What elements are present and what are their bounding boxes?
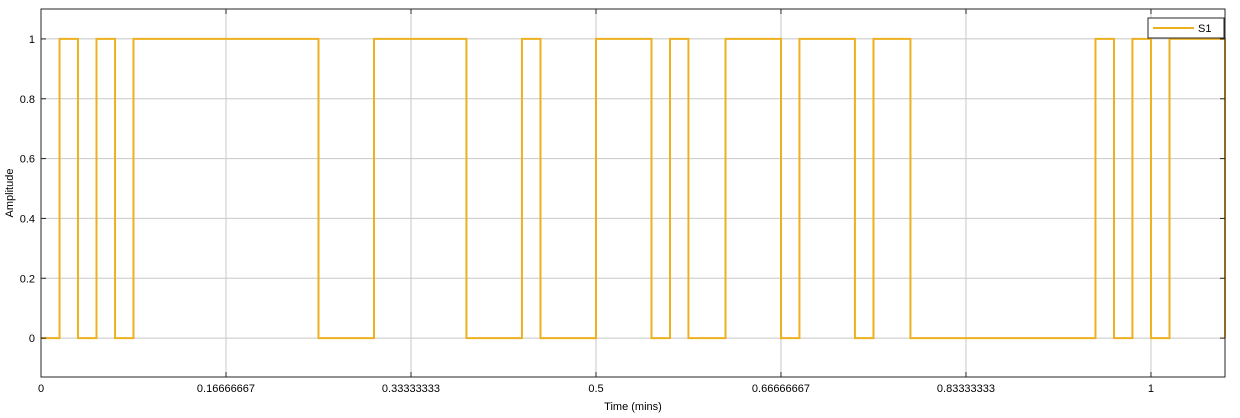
x-tick-label: 0.16666667 xyxy=(197,383,255,395)
x-tick-label: 0.66666667 xyxy=(752,383,810,395)
x-tick-label: 0.5 xyxy=(588,383,603,395)
x-tick-label: 0.33333333 xyxy=(382,383,440,395)
y-tick-label: 0.8 xyxy=(20,94,35,106)
y-tick-label: 0.6 xyxy=(20,154,35,166)
grid xyxy=(40,9,1225,377)
legend-label: S1 xyxy=(1198,23,1211,35)
y-tick-label: 0.4 xyxy=(20,213,35,225)
legend: S1 xyxy=(1147,17,1225,39)
ticks: 0 0.16666667 0.33333333 0.5 0.66666667 0.8333… xyxy=(20,9,1225,395)
x-tick-label: 1 xyxy=(1148,383,1154,395)
y-tick-label: 0.2 xyxy=(20,273,35,285)
x-axis-label: Time (mins) xyxy=(604,401,662,413)
y-axis-label: Amplitude xyxy=(4,169,16,218)
series-group xyxy=(41,37,1226,340)
y-tick-label: 1 xyxy=(29,34,35,46)
x-tick-label: 0.83333333 xyxy=(937,383,995,395)
plot-frame xyxy=(40,8,1226,378)
series-line-S1 xyxy=(41,37,1226,340)
y-tick-label: 0 xyxy=(29,333,35,345)
x-tick-label: 0 xyxy=(38,383,44,395)
